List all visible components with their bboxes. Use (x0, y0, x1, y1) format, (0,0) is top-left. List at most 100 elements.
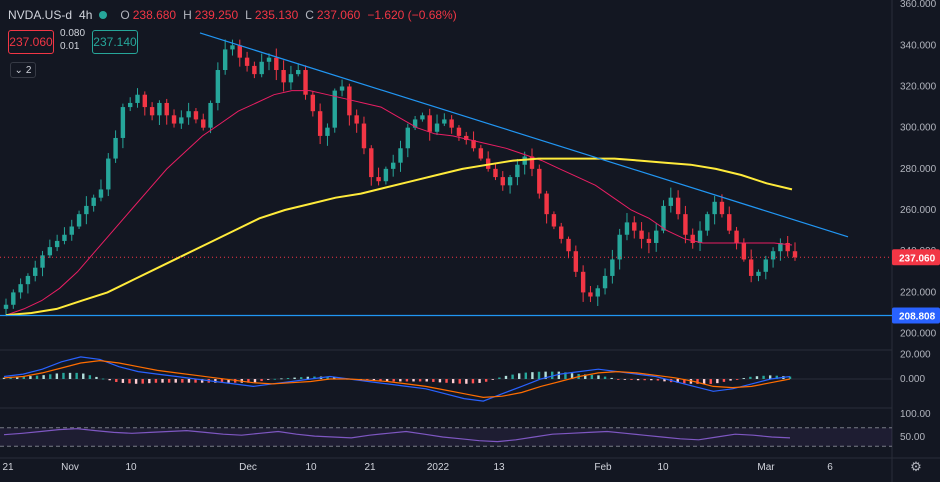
candle-body (624, 222, 630, 235)
candle-body (405, 127, 411, 149)
candle-body (529, 156, 535, 169)
buy-button[interactable]: 237.140 (92, 30, 138, 54)
candle-body (208, 102, 213, 128)
macd-histogram-bar (161, 379, 164, 383)
macd-histogram-bar (445, 379, 448, 383)
candle-body (770, 251, 776, 260)
time-tick-label: 21 (364, 462, 376, 473)
collapse-count: 2 (25, 64, 32, 76)
macd-histogram-bar (16, 376, 19, 379)
collapse-indicators-button[interactable]: ⌄ 2 (10, 62, 36, 78)
macd-histogram-bar (775, 375, 778, 379)
macd-histogram-bar (597, 375, 600, 379)
symbol-name[interactable]: NVDA.US-d (8, 8, 73, 22)
macd-histogram-bar (273, 378, 277, 380)
rsi-line (3, 428, 791, 443)
macd-histogram-bar (722, 379, 726, 382)
macd-histogram-bar (603, 376, 607, 379)
price-tick-label: 200.000 (900, 329, 937, 340)
macd-histogram-bar (531, 372, 534, 379)
macd-histogram-bar (465, 379, 468, 384)
candle-body (310, 94, 316, 112)
candle-body (186, 111, 191, 118)
macd-line (3, 356, 791, 402)
candle-body (339, 86, 345, 91)
time-tick-label: Feb (594, 462, 612, 473)
candle-body (668, 197, 674, 206)
macd-tick-label: 20.000 (900, 349, 931, 360)
macd-histogram-bar (729, 379, 732, 381)
ma-short-line (5, 90, 793, 316)
spread-top: 0.080 (60, 28, 86, 39)
candle-body (471, 140, 476, 149)
macd-histogram-bar (491, 379, 494, 380)
macd-histogram-bar (557, 371, 561, 379)
macd-histogram-bar (425, 379, 428, 382)
low-label: L (245, 8, 252, 22)
candle-body (266, 57, 272, 62)
candle-body (493, 168, 498, 178)
macd-histogram-bar (134, 379, 138, 384)
macd-histogram-bar (438, 379, 442, 383)
candle-body (215, 70, 221, 103)
macd-histogram-bar (762, 375, 765, 379)
macd-histogram-bar (82, 373, 85, 379)
support-price-label: 208.808 (899, 311, 936, 322)
candle-body (390, 162, 396, 169)
macd-histogram-bar (333, 377, 336, 379)
macd-histogram-bar (755, 376, 759, 379)
candle-body (106, 158, 111, 190)
sell-button[interactable]: 237.060 (8, 30, 54, 54)
price-tick-label: 320.000 (900, 81, 937, 92)
macd-histogram-bar (716, 379, 719, 384)
candle-body (792, 251, 798, 258)
candle-body (617, 234, 622, 260)
candle-body (157, 102, 162, 116)
candle-body (778, 242, 783, 252)
candle-body (244, 57, 250, 66)
macd-histogram-bar (610, 377, 613, 379)
macd-histogram-bar (280, 378, 283, 380)
macd-histogram-bar (68, 372, 72, 379)
macd-histogram-bar (412, 379, 415, 382)
candle-body (179, 117, 184, 124)
macd-histogram-bar (584, 374, 587, 379)
settings-gear-icon[interactable]: ⚙ (910, 460, 922, 475)
macd-histogram-bar (75, 372, 78, 379)
candle-body (274, 57, 279, 71)
support-price-tag (892, 307, 940, 324)
macd-histogram-bar (35, 375, 39, 379)
interval-label[interactable]: 4h (79, 8, 93, 22)
macd-histogram-bar (379, 379, 382, 382)
macd-histogram-bar (709, 379, 712, 384)
spread-bottom: 0.01 (60, 41, 80, 52)
macd-histogram-bar (286, 377, 290, 379)
rsi-tick-label: 100.00 (900, 409, 931, 420)
candle-body (697, 230, 703, 243)
candle-body (420, 115, 425, 120)
macd-histogram-bar (517, 373, 521, 379)
candle-body (303, 70, 308, 95)
high-value: 239.250 (194, 8, 239, 22)
candle-body (135, 94, 140, 103)
candle-body (259, 61, 264, 75)
time-tick-label: Mar (757, 462, 775, 473)
market-status-icon (99, 11, 108, 19)
macd-histogram-bar (504, 375, 508, 379)
macd-histogram-bar (405, 379, 409, 382)
time-tick-label: 21 (2, 462, 14, 473)
ma-long-line (5, 157, 793, 317)
macd-histogram-bar (88, 375, 92, 379)
macd-histogram-bar (511, 374, 514, 379)
candle-body (3, 304, 9, 309)
candle-body (646, 238, 652, 243)
candle-body (690, 234, 695, 243)
candle-body (54, 240, 60, 248)
spread-display: 0.080 0.01 (60, 27, 85, 53)
price-tick-label: 360.000 (900, 0, 937, 10)
price-tick-label: 260.000 (900, 205, 937, 216)
candle-body (91, 197, 96, 206)
macd-histogram-bar (643, 379, 646, 381)
candle-body (412, 119, 418, 128)
